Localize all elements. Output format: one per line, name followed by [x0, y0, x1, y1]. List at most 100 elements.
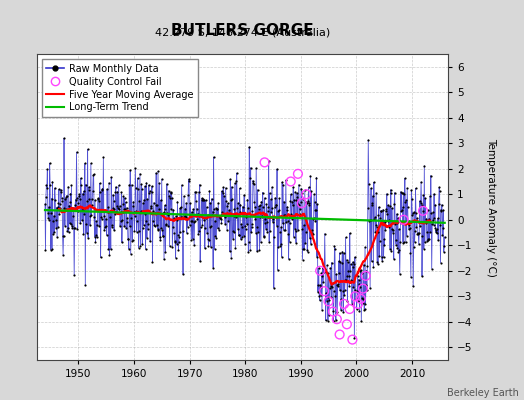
Point [403, 204, 412, 211]
Point [418, 273, 426, 280]
Point [249, 177, 257, 184]
Point [268, 184, 276, 190]
Point [57, 186, 65, 193]
Point [83, 198, 91, 204]
Point [136, 170, 144, 177]
Point [162, 222, 170, 228]
Point [189, 236, 197, 242]
Point [154, 227, 162, 233]
Point [102, 232, 111, 238]
Point [214, 200, 222, 206]
Point [44, 215, 52, 221]
Point [396, 271, 404, 277]
Point [94, 195, 102, 202]
Point [195, 182, 204, 188]
Point [407, 187, 416, 193]
Point [179, 271, 187, 278]
Point [81, 160, 89, 167]
Point [340, 250, 348, 256]
Point [209, 264, 217, 271]
Point [308, 230, 316, 236]
Point [310, 191, 318, 197]
Point [402, 232, 411, 239]
Title: BUTLERS GORGE: BUTLERS GORGE [171, 22, 314, 38]
Point [300, 222, 308, 228]
Point [130, 227, 138, 234]
Point [401, 175, 409, 182]
Point [334, 281, 342, 287]
Point [203, 212, 212, 219]
Point [308, 226, 316, 233]
Point [96, 254, 105, 260]
Point [310, 215, 318, 221]
Point [150, 223, 159, 230]
Point [339, 288, 347, 294]
Point [314, 281, 322, 288]
Point [293, 194, 302, 200]
Point [180, 213, 189, 220]
Point [257, 239, 265, 246]
Point [309, 230, 318, 237]
Point [377, 208, 385, 214]
Point [292, 197, 301, 204]
Point [215, 226, 223, 233]
Point [391, 237, 400, 243]
Point [181, 212, 189, 219]
Point [259, 204, 267, 211]
Point [171, 254, 180, 261]
Point [84, 186, 93, 193]
Point [126, 251, 135, 257]
Point [147, 189, 156, 195]
Point [395, 226, 403, 233]
Point [42, 193, 50, 200]
Point [58, 195, 66, 202]
Point [69, 213, 77, 219]
Point [318, 270, 326, 276]
Point [54, 186, 63, 192]
Point [353, 288, 362, 294]
Point [63, 225, 72, 231]
Point [186, 212, 194, 218]
Point [124, 236, 133, 242]
Point [213, 206, 221, 212]
Point [348, 300, 356, 307]
Point [364, 205, 372, 211]
Point [312, 174, 321, 181]
Point [350, 261, 358, 267]
Point [174, 239, 183, 245]
Point [43, 166, 51, 172]
Point [213, 206, 222, 212]
Point [433, 226, 441, 232]
Point [64, 229, 73, 235]
Point [122, 205, 130, 211]
Point [208, 196, 216, 202]
Point [395, 246, 403, 253]
Point [433, 230, 441, 236]
Point [117, 208, 125, 215]
Point [94, 195, 103, 202]
Point [73, 195, 81, 201]
Point [342, 234, 350, 241]
Point [438, 202, 446, 208]
Point [391, 220, 399, 227]
Point [362, 268, 370, 274]
Point [144, 220, 152, 227]
Point [158, 176, 166, 182]
Point [260, 195, 269, 201]
Point [220, 193, 228, 200]
Point [151, 202, 160, 208]
Point [99, 154, 107, 160]
Point [177, 204, 185, 211]
Point [199, 196, 208, 202]
Point [322, 298, 331, 304]
Point [75, 196, 84, 202]
Point [260, 159, 269, 166]
Point [204, 243, 213, 249]
Point [160, 256, 168, 262]
Point [67, 221, 75, 227]
Point [216, 213, 224, 220]
Point [235, 185, 244, 192]
Point [114, 182, 123, 189]
Point [307, 241, 315, 247]
Point [59, 252, 67, 258]
